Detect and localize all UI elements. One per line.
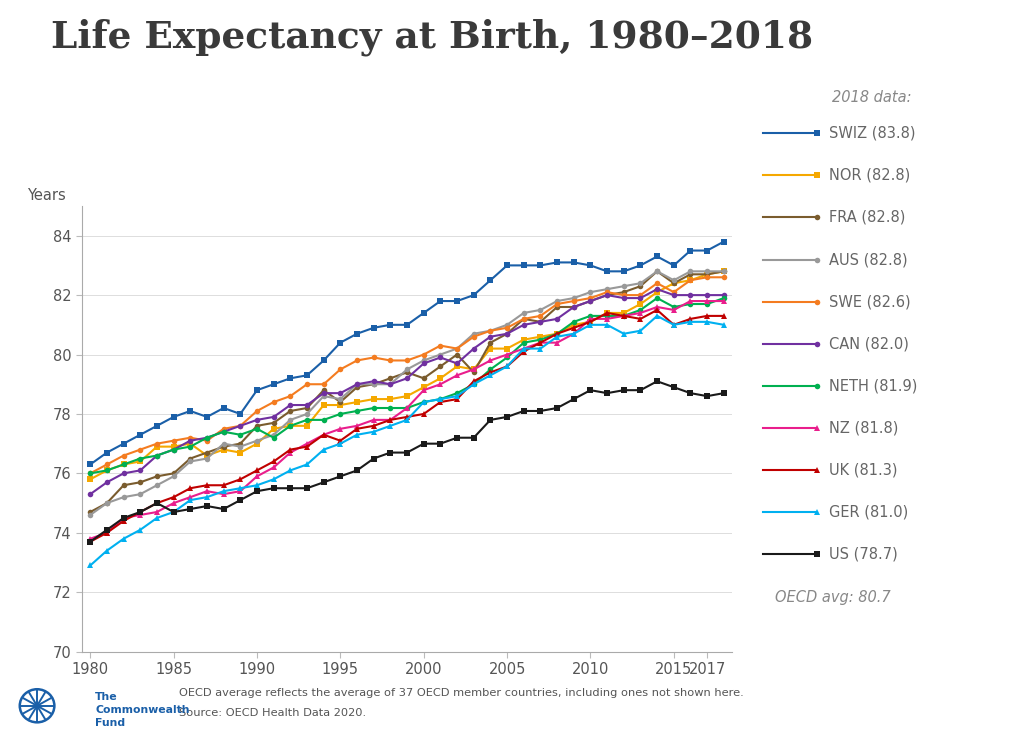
Text: GER (81.0): GER (81.0) xyxy=(829,504,908,519)
Text: NETH (81.9): NETH (81.9) xyxy=(829,378,918,393)
Text: Years: Years xyxy=(27,188,66,203)
Text: FRA (82.8): FRA (82.8) xyxy=(829,210,905,225)
Text: The
Commonwealth
Fund: The Commonwealth Fund xyxy=(95,692,189,728)
Text: CAN (82.0): CAN (82.0) xyxy=(829,336,909,351)
Text: NOR (82.8): NOR (82.8) xyxy=(829,168,910,183)
Text: Source: OECD Health Data 2020.: Source: OECD Health Data 2020. xyxy=(179,708,367,718)
Text: SWE (82.6): SWE (82.6) xyxy=(829,294,911,309)
Text: SWIZ (83.8): SWIZ (83.8) xyxy=(829,126,915,141)
Text: UK (81.3): UK (81.3) xyxy=(829,462,898,477)
Text: AUS (82.8): AUS (82.8) xyxy=(829,252,908,267)
Text: OECD avg: 80.7: OECD avg: 80.7 xyxy=(775,590,891,605)
Text: NZ (81.8): NZ (81.8) xyxy=(829,420,899,435)
Text: 2018 data:: 2018 data: xyxy=(831,90,911,105)
Text: Life Expectancy at Birth, 1980–2018: Life Expectancy at Birth, 1980–2018 xyxy=(51,19,813,56)
Text: US (78.7): US (78.7) xyxy=(829,547,898,562)
Text: OECD average reflects the average of 37 OECD member countries, including ones no: OECD average reflects the average of 37 … xyxy=(179,688,744,698)
